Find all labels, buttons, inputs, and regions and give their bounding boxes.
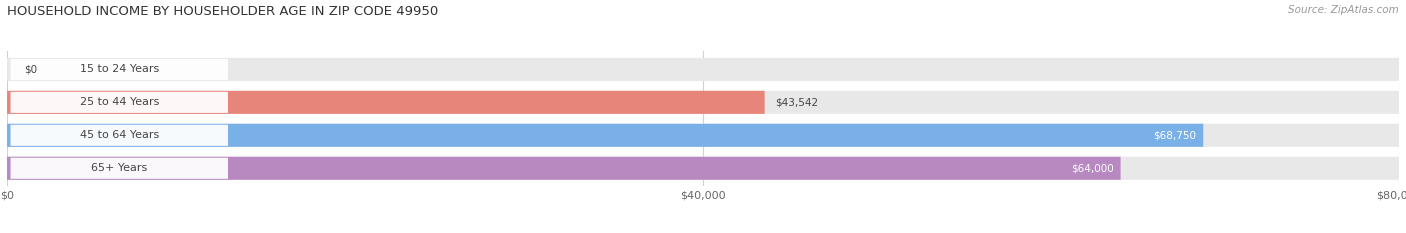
Text: Source: ZipAtlas.com: Source: ZipAtlas.com: [1288, 5, 1399, 15]
Text: 15 to 24 Years: 15 to 24 Years: [80, 64, 159, 74]
Text: $64,000: $64,000: [1071, 163, 1114, 173]
Text: 25 to 44 Years: 25 to 44 Years: [80, 97, 159, 107]
FancyBboxPatch shape: [7, 124, 1399, 147]
FancyBboxPatch shape: [10, 59, 228, 80]
FancyBboxPatch shape: [7, 91, 1399, 114]
FancyBboxPatch shape: [7, 124, 1204, 147]
FancyBboxPatch shape: [7, 91, 765, 114]
FancyBboxPatch shape: [7, 157, 1399, 180]
Text: 45 to 64 Years: 45 to 64 Years: [80, 130, 159, 140]
FancyBboxPatch shape: [10, 125, 228, 146]
Text: HOUSEHOLD INCOME BY HOUSEHOLDER AGE IN ZIP CODE 49950: HOUSEHOLD INCOME BY HOUSEHOLDER AGE IN Z…: [7, 5, 439, 18]
Text: $68,750: $68,750: [1153, 130, 1197, 140]
Text: $43,542: $43,542: [775, 97, 818, 107]
Text: 65+ Years: 65+ Years: [91, 163, 148, 173]
Text: $0: $0: [24, 64, 38, 74]
FancyBboxPatch shape: [10, 158, 228, 179]
FancyBboxPatch shape: [7, 157, 1121, 180]
FancyBboxPatch shape: [10, 92, 228, 113]
FancyBboxPatch shape: [7, 58, 1399, 81]
